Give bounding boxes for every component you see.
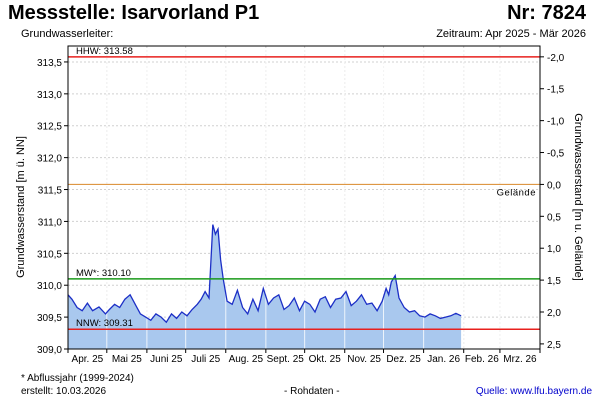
- ref-label-nnw: NNW: 309.31: [76, 318, 133, 329]
- x-tick-label: Juli 25: [191, 354, 220, 365]
- x-tick-label: Dez. 25: [386, 354, 421, 365]
- y2-tick-label: -1,0: [547, 117, 565, 128]
- ref-label-mw: MW*: 310.10: [76, 268, 131, 279]
- y2-tick-label: 0,0: [547, 180, 561, 191]
- y2-tick-label: -1,5: [547, 85, 565, 96]
- month-separators: [106, 48, 501, 349]
- y-tick-label: 309,5: [37, 313, 62, 324]
- y-axis-left: 313,5 313,0 312,5 312,0 311,5 311,0 310,5 310,0…: [37, 58, 68, 356]
- x-tick-label: Nov. 25: [347, 354, 381, 365]
- x-tick-label: Sept. 25: [267, 354, 305, 365]
- y-tick-label: 313,5: [37, 58, 62, 69]
- y-axis-right: -2,0 -1,5 -1,0 -0,5 0,0 0,5 1,0 1,5 2,0 2,5: [540, 53, 565, 351]
- y2-tick-label: 2,0: [547, 308, 561, 319]
- x-tick-label: Juni 25: [150, 354, 183, 365]
- period-label: Zeitraum: Apr 2025 - Mär 2026: [436, 28, 586, 40]
- aquifer-label: Grundwasserleiter:: [21, 28, 114, 40]
- raw-data-note: - Rohdaten -: [284, 386, 340, 397]
- page-title: Messstelle: Isarvorland P1: [8, 2, 260, 24]
- created-date: erstellt: 10.03.2026: [21, 386, 107, 397]
- y2-tick-label: 1,5: [547, 276, 561, 287]
- ref-label-hhw: HHW: 313.58: [76, 46, 133, 57]
- x-axis: Apr. 25 Mai 25 Juni 25 Juli 25 Aug. 25 Sept. …: [67, 349, 541, 365]
- y2-tick-label: -0,5: [547, 149, 565, 160]
- y-tick-label: 309,0: [37, 345, 62, 356]
- reference-lines: HHW: 313.58 Gelände MW*: 310.10 NNW: 309.31: [68, 46, 540, 330]
- x-tick-label: Mrz. 26: [503, 354, 537, 365]
- plot-frame: [67, 45, 541, 350]
- y2-axis-label: Grundwasserstand [m u. Gelände]: [572, 113, 584, 281]
- level-area: [68, 224, 462, 349]
- y-axis-label: Grundwasserstand [m ü. NN]: [15, 136, 27, 278]
- x-tick-label: Mai 25: [112, 354, 142, 365]
- x-tick-label: Apr. 25: [72, 354, 104, 365]
- y-tick-label: 312,5: [37, 122, 62, 133]
- y2-tick-label: -2,0: [547, 53, 565, 64]
- y2-tick-label: 0,5: [547, 212, 561, 223]
- source-link[interactable]: Quelle: www.lfu.bayern.de: [475, 386, 592, 397]
- y-tick-label: 312,0: [37, 154, 62, 165]
- x-tick-label: Aug. 25: [229, 354, 264, 365]
- station-number: Nr: 7824: [507, 2, 586, 24]
- y-tick-label: 311,0: [38, 217, 63, 228]
- y2-tick-label: 2,5: [547, 340, 561, 351]
- y-tick-label: 313,0: [37, 90, 62, 101]
- x-tick-label: Okt. 25: [309, 354, 342, 365]
- ref-label-gelaende: Gelände: [497, 187, 536, 198]
- y2-tick-label: 1,0: [547, 244, 561, 255]
- y-tick-label: 310,5: [37, 249, 62, 260]
- y-tick-label: 311,5: [38, 186, 63, 197]
- footnote: * Abflussjahr (1999-2024): [21, 373, 134, 384]
- x-tick-label: Feb. 26: [465, 354, 499, 365]
- y-tick-label: 310,0: [37, 281, 62, 292]
- x-tick-label: Jan. 26: [427, 354, 460, 365]
